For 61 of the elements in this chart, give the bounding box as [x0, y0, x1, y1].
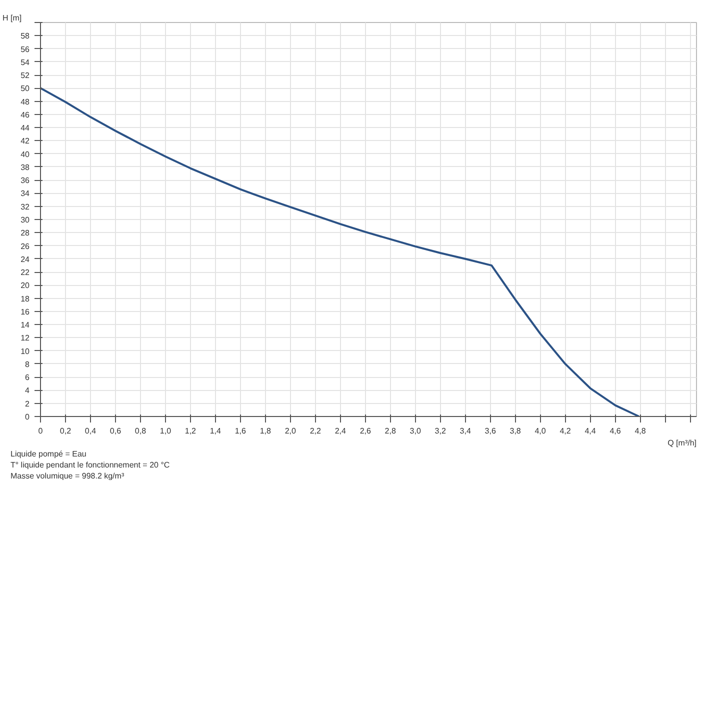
y-tick-label: 10	[20, 346, 30, 356]
y-tick-label: 22	[20, 268, 30, 278]
x-tick-label: 1,0	[160, 426, 172, 436]
y-tick-label: 20	[20, 281, 30, 290]
y-tick-label: 8	[25, 360, 30, 369]
x-tick-label: 0,4	[84, 426, 97, 436]
x-tick-label: 3,0	[410, 426, 422, 436]
line-series	[40, 87, 640, 416]
x-tick-label: 0	[38, 426, 44, 436]
y-tick-label: 58	[20, 32, 30, 41]
x-tick-label: 1,6	[234, 426, 247, 436]
y-tick-label: 46	[20, 110, 30, 120]
x-tick-label: 2,2	[310, 426, 322, 436]
x-tick-label: 1,4	[210, 426, 222, 436]
y-tick-label: 18	[20, 294, 30, 304]
y-tick-label: 42	[20, 136, 30, 146]
x-tick-label: 4,8	[634, 426, 646, 436]
y-tick-label: 40	[20, 150, 30, 159]
y-tick-label: 2	[25, 399, 30, 408]
y-tick-label: 4	[25, 386, 30, 396]
y-tick-label: 50	[20, 84, 30, 94]
y-tick-label: 44	[20, 124, 30, 133]
y-tick-label: 38	[20, 162, 30, 172]
x-tick-label: 0,8	[134, 426, 147, 436]
y-tick-label: 6	[25, 373, 30, 382]
text: Liquide pompé = Eau	[10, 450, 86, 458]
y-tick-label: 56	[20, 44, 30, 54]
x-tick-label: 0,2	[60, 426, 72, 436]
y-axis-title: H [m]	[2, 14, 22, 22]
x-tick-label: 4,6	[610, 426, 622, 436]
y-tick-label: 12	[20, 334, 30, 343]
x-tick-label: 1,2	[184, 426, 197, 436]
y-tick-label: 30	[20, 216, 30, 224]
x-tick-label: 4,4	[584, 426, 596, 436]
text: Masse volumique = 998.2 kg/m³	[10, 472, 124, 480]
y-tick-label: 14	[20, 320, 30, 330]
x-tick-label: 3,4	[460, 426, 472, 436]
y-tick-label: 34	[20, 189, 30, 198]
y-tick-label: 26	[20, 242, 30, 251]
y-tick-label: 28	[20, 228, 30, 238]
x-tick-label: 4,0	[534, 426, 546, 436]
y-tick-label: 54	[20, 58, 30, 67]
y-tick-label: 36	[20, 176, 30, 186]
x-tick-label: 1,8	[260, 426, 272, 436]
y-tick-label: 0	[25, 412, 30, 422]
y-tick-label: 52	[20, 71, 30, 80]
y-tick-label: 16	[20, 307, 30, 316]
y-tick-label: 24	[20, 254, 30, 264]
y-tick-label: 48	[20, 97, 30, 106]
x-tick-label: 2,0	[284, 426, 297, 436]
x-tick-label: 2,6	[360, 426, 372, 436]
text: T° liquide pendant le fonctionnement = 20 °C	[10, 460, 170, 470]
x-tick-label: 2,4	[334, 426, 346, 436]
x-tick-label: 2,8	[384, 426, 396, 436]
x-tick-label: 0,6	[110, 426, 122, 436]
x-tick-label: 3,2	[434, 426, 446, 436]
x-tick-label: 3,6	[484, 426, 496, 436]
x-axis-title: Q [m³/h]	[668, 438, 696, 448]
x-tick-label: 4,2	[560, 426, 572, 436]
x-tick-label: 3,8	[510, 426, 522, 436]
y-tick-label: 32	[20, 202, 30, 212]
